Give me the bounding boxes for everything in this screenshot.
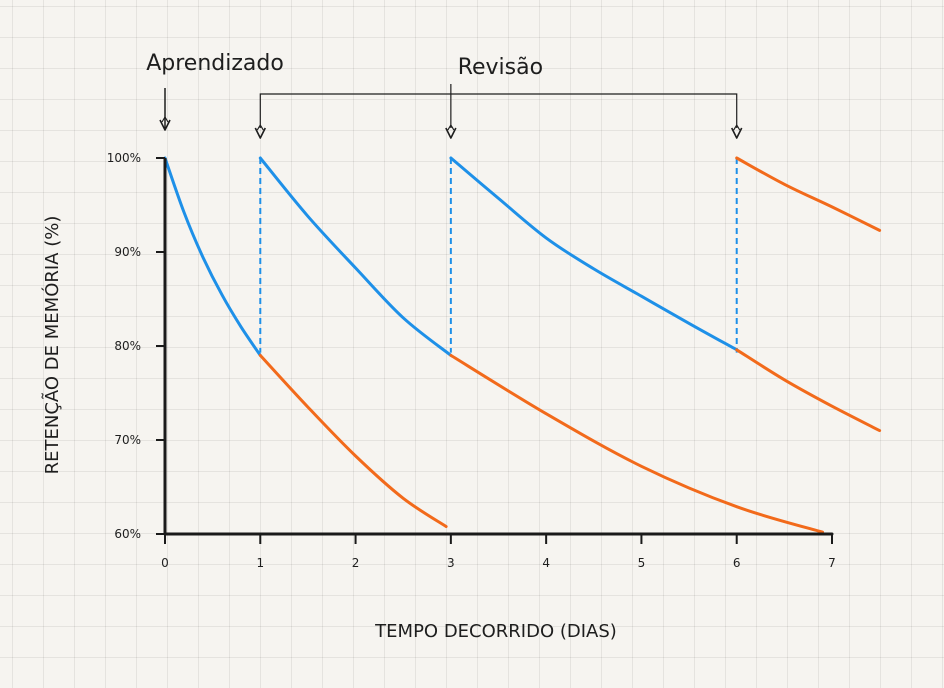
x-tick-label: 4 xyxy=(542,556,550,570)
curve-revis-o-1 xyxy=(258,156,453,357)
curve-aprendizado xyxy=(163,156,262,357)
y-tick-label: 60% xyxy=(114,527,141,541)
curve-revis-o-2 xyxy=(449,156,739,352)
x-tick-label: 7 xyxy=(828,556,836,570)
x-tick-label: 0 xyxy=(161,556,169,570)
x-tick-label: 6 xyxy=(733,556,741,570)
review-arrowhead-barb xyxy=(256,124,261,131)
y-tick-label: 80% xyxy=(114,339,141,353)
y-axis-title: RETENÇÃO DE MEMÓRIA (%) xyxy=(41,216,63,475)
curve-esquecimento-ap-s-dia-6 xyxy=(735,348,882,433)
learning-arrowhead xyxy=(159,119,171,131)
x-tick-label: 2 xyxy=(352,556,360,570)
review-arrowhead xyxy=(730,127,743,139)
review-arrowhead-barb xyxy=(450,124,455,131)
x-axis-title: TEMPO DECORRIDO (DIAS) xyxy=(374,621,617,642)
x-tick-label: 1 xyxy=(256,556,264,570)
review-arrowhead xyxy=(445,127,457,139)
review-annotation-label: Revisão xyxy=(458,55,543,80)
y-tick-label: 100% xyxy=(107,151,141,165)
review-arrowhead-barb xyxy=(733,124,738,131)
curve-esquecimento-ap-s-dia-1 xyxy=(258,353,448,528)
review-arrowhead-barb xyxy=(736,124,741,131)
curve-revis-o-3 xyxy=(735,156,882,232)
learning-annotation-label: Aprendizado xyxy=(146,51,284,76)
learning-arrowhead-barb xyxy=(161,116,166,123)
review-bracket xyxy=(259,93,738,128)
x-tick-label: 3 xyxy=(447,556,455,570)
learning-arrowhead-barb xyxy=(164,116,169,123)
review-arrowhead-barb xyxy=(259,124,264,131)
y-tick-label: 70% xyxy=(114,433,141,447)
review-arrowhead xyxy=(254,127,267,139)
x-tick-label: 5 xyxy=(638,556,646,570)
y-tick-label: 90% xyxy=(114,245,141,259)
review-arrowhead-barb xyxy=(447,124,452,131)
curve-esquecimento-ap-s-dia-3 xyxy=(449,353,824,534)
